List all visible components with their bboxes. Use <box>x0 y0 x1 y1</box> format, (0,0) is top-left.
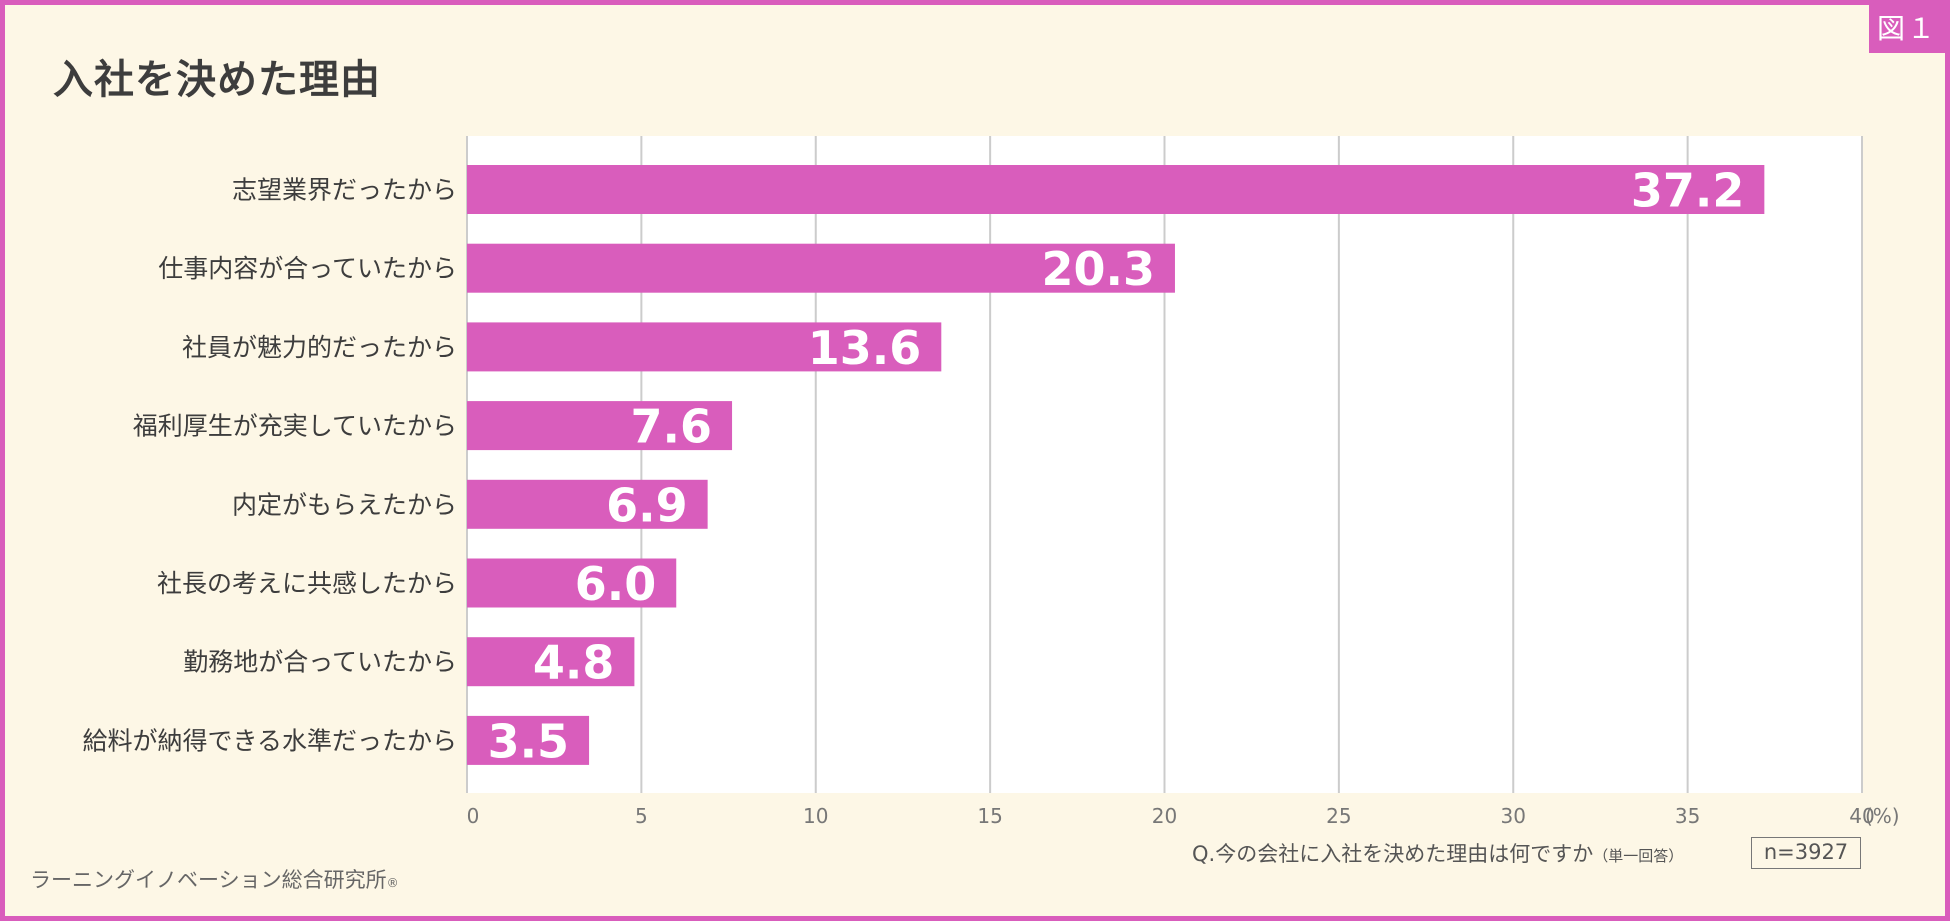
x-tick-label: 30 <box>1501 804 1526 828</box>
category-label: 勤務地が合っていたから <box>183 648 457 677</box>
bar-value-label: 6.9 <box>606 478 688 532</box>
source-credit: ラーニングイノベーション総合研究所® <box>30 864 399 894</box>
x-axis-unit: (%) <box>1865 804 1900 828</box>
chart-title: 入社を決めた理由 <box>53 57 381 103</box>
source-name: ラーニングイノベーション総合研究所 <box>30 868 387 892</box>
bar-value-label: 7.6 <box>631 400 713 454</box>
figure-number-badge: 図１ <box>1869 5 1945 53</box>
bar <box>467 243 1175 293</box>
survey-question: Q.今の会社に入社を決めた理由は何ですか（単一回答） <box>1192 838 1683 868</box>
category-label: 仕事内容が合っていたから <box>158 254 457 283</box>
x-tick-label: 40 <box>1849 804 1874 828</box>
bar <box>467 165 1765 214</box>
category-label: 給料が納得できる水準だったから <box>82 726 457 755</box>
bar-value-label: 6.0 <box>575 557 657 611</box>
bar-value-label: 20.3 <box>1041 242 1155 296</box>
question-note: （単一回答） <box>1593 847 1684 865</box>
category-label: 内定がもらえたから <box>232 490 457 519</box>
bar-value-label: 4.8 <box>533 636 615 690</box>
bar <box>467 558 677 608</box>
registered-mark: ® <box>386 876 399 890</box>
x-tick-label: 25 <box>1326 804 1351 828</box>
bar-value-label: 37.2 <box>1631 164 1745 218</box>
bar <box>467 715 590 765</box>
category-label: 志望業界だったから <box>232 176 457 205</box>
sample-size-box: n=3927 <box>1751 837 1861 869</box>
category-label: 社員が魅力的だったから <box>182 333 457 362</box>
bar <box>467 637 635 687</box>
bar <box>467 322 942 372</box>
x-tick-label: 20 <box>1152 804 1177 828</box>
bar-value-label: 3.5 <box>488 714 570 768</box>
bar-value-label: 13.6 <box>808 321 922 375</box>
bar <box>467 479 708 529</box>
x-tick-label: 5 <box>635 804 648 828</box>
x-tick-label: 15 <box>977 804 1002 828</box>
category-label: 社長の考えに共感したから <box>157 569 457 598</box>
x-tick-label: 35 <box>1675 804 1700 828</box>
x-tick-label: 0 <box>467 804 480 828</box>
category-label: 福利厚生が充実していたから <box>133 412 457 441</box>
bar <box>467 401 733 451</box>
x-tick-label: 10 <box>803 804 828 828</box>
question-text: Q.今の会社に入社を決めた理由は何ですか <box>1192 842 1594 866</box>
